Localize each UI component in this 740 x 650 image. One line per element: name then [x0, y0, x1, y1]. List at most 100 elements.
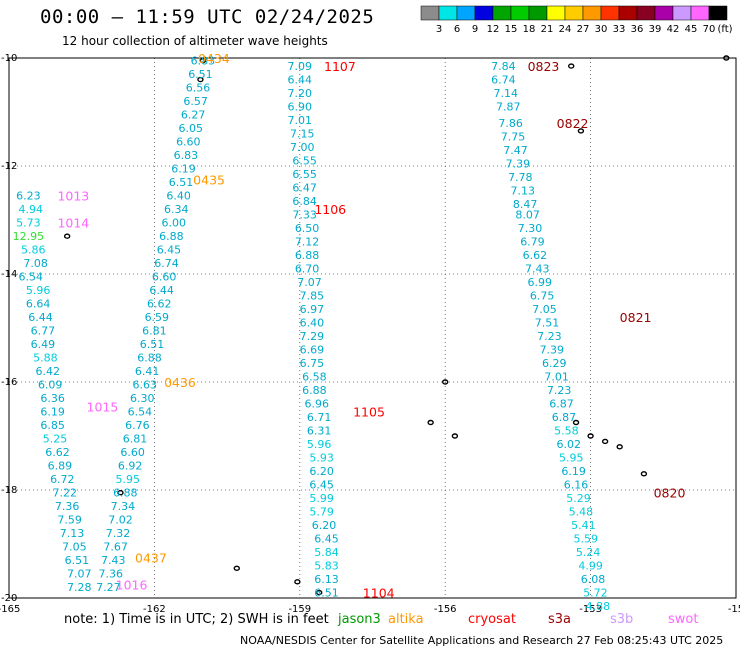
satellite-legend-altika: altika [388, 612, 424, 627]
pass-time-label: 1104 [363, 586, 395, 601]
swh-value-label: 6.57 [183, 95, 208, 108]
swh-value-label: 6.20 [312, 519, 337, 532]
pass-time-label: 0823 [528, 59, 560, 74]
pass-time-label: 1106 [314, 202, 346, 217]
swh-value-label: 6.16 [564, 479, 589, 492]
colorbar-label: 33 [613, 24, 626, 35]
swh-value-label: 5.59 [574, 533, 599, 546]
y-tick-label: -16 [1, 377, 17, 388]
swh-value-label: 4.99 [578, 560, 603, 573]
swh-value-label: 6.59 [145, 311, 170, 324]
swh-value-label: 5.95 [115, 473, 140, 486]
swh-value-label: 7.84 [491, 60, 516, 73]
swh-value-label: 6.62 [147, 298, 172, 311]
swh-value-label: 7.43 [525, 263, 550, 276]
colorbar-label: 70 [703, 24, 716, 35]
swh-value-label: 6.05 [179, 122, 204, 135]
swh-value-label: 6.51 [65, 554, 90, 567]
satellite-legend-swot: swot [668, 612, 699, 627]
swh-value-label: 6.85 [40, 419, 65, 432]
swh-value-label: 6.08 [581, 573, 606, 586]
note-text: note: 1) Time is in UTC; 2) SWH is in fe… [64, 612, 329, 627]
colorbar-label: 15 [505, 24, 518, 35]
swh-value-label: 5.41 [571, 519, 596, 532]
swh-value-label: 6.09 [38, 379, 63, 392]
chart-subtitle: 12 hour collection of altimeter wave hei… [62, 34, 328, 48]
swh-value-label: 6.60 [120, 446, 145, 459]
swh-value-label: 7.59 [57, 514, 82, 527]
swh-value-label: 6.62 [45, 446, 70, 459]
y-tick-label: -18 [1, 485, 17, 496]
swh-value-label: 6.00 [162, 217, 187, 230]
swh-value-label: 6.88 [137, 352, 162, 365]
swh-value-label: 5.96 [307, 438, 332, 451]
island-marker [294, 579, 301, 585]
pass-time-label: 1016 [116, 578, 148, 593]
swh-value-label: 6.54 [128, 406, 153, 419]
swh-value-label: 6.88 [159, 230, 184, 243]
swh-value-label: 5.72 [583, 587, 608, 600]
swh-value-label: 4.88 [586, 600, 611, 613]
island-marker [601, 438, 609, 445]
colorbar-label: 6 [454, 24, 460, 35]
swh-value-label: 7.14 [494, 87, 519, 100]
swh-value-label: 7.02 [108, 514, 133, 527]
colorbar-label: 24 [559, 24, 572, 35]
swh-value-label: 7.75 [501, 130, 526, 143]
swh-value-label: 6.55 [292, 168, 317, 181]
colorbar-unit: (ft) [717, 24, 732, 35]
island-marker [723, 55, 730, 61]
swh-value-label: 5.96 [26, 284, 51, 297]
swh-value-label: 7.15 [290, 128, 315, 141]
swh-value-label: 6.51 [314, 587, 339, 600]
pass-time-label: 1107 [324, 59, 356, 74]
y-tick-label: -14 [1, 269, 17, 280]
pass-time-label: 0822 [557, 116, 589, 131]
colorbar-label: 3 [436, 24, 442, 35]
island-marker [63, 233, 71, 239]
swh-value-label: 6.02 [557, 438, 582, 451]
swh-value-label: 6.44 [28, 311, 53, 324]
swh-value-label: 5.99 [309, 492, 334, 505]
pass-time-label: 0435 [193, 173, 225, 188]
swh-value-label: 6.19 [40, 406, 65, 419]
swh-value-label: 7.36 [99, 568, 124, 581]
swh-value-label: 7.32 [106, 527, 131, 540]
swh-value-label: 7.07 [297, 276, 322, 289]
swh-value-label: 6.60 [176, 136, 201, 149]
swh-value-label: 6.62 [523, 249, 548, 262]
swh-value-label: 6.88 [113, 487, 138, 500]
swh-value-label: 7.43 [101, 554, 126, 567]
swh-value-label: 6.89 [48, 460, 73, 473]
swh-value-label: 7.07 [67, 568, 92, 581]
swh-value-label: 7.39 [540, 344, 565, 357]
swh-value-label: 6.84 [292, 195, 317, 208]
footer-credit: NOAA/NESDIS Center for Satellite Applica… [240, 634, 724, 647]
swh-value-label: 6.34 [164, 203, 189, 216]
pass-time-label: 0434 [198, 51, 230, 66]
colorbar-label: 39 [649, 24, 662, 35]
island-marker [233, 565, 240, 571]
swh-value-label: 5.79 [309, 506, 334, 519]
x-tick-label: -162 [143, 604, 166, 615]
satellite-legend-cryosat: cryosat [468, 612, 516, 627]
swh-value-label: 6.20 [309, 465, 334, 478]
colorbar-label: 27 [577, 24, 590, 35]
swh-value-label: 6.64 [26, 298, 51, 311]
swh-value-label: 6.30 [130, 392, 155, 405]
map-chart: -165 -162 -159 -156 -153 -15 -10 -12 -14 -16 -18 -2… [0, 51, 740, 615]
swh-value-label: 6.42 [36, 365, 61, 378]
swh-value-label: 6.77 [31, 325, 56, 338]
pass-time-label: 1014 [57, 216, 89, 231]
pass-time-label: 1015 [87, 399, 119, 414]
island-marker [315, 589, 323, 596]
swh-value-label: 6.44 [149, 284, 174, 297]
swh-value-label: 7.78 [508, 171, 533, 184]
swh-value-label: 8.47 [513, 198, 538, 211]
swh-value-label: 7.85 [300, 290, 325, 303]
swh-value-label: 7.47 [503, 144, 528, 157]
swh-value-label: 7.28 [67, 581, 92, 594]
island-marker [572, 419, 580, 426]
swh-value-label: 5.73 [16, 217, 41, 230]
swh-value-label: 6.97 [300, 303, 325, 316]
